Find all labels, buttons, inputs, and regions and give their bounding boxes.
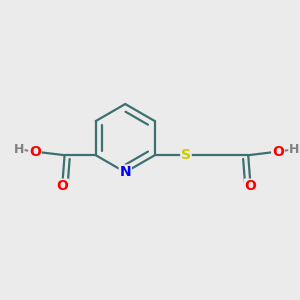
Text: O: O	[245, 179, 256, 193]
Text: H: H	[289, 143, 299, 156]
Text: O: O	[56, 179, 68, 193]
Text: S: S	[181, 148, 191, 162]
Text: H: H	[14, 143, 24, 156]
Text: N: N	[119, 165, 131, 179]
Text: O: O	[29, 145, 41, 159]
Text: O: O	[272, 145, 284, 159]
